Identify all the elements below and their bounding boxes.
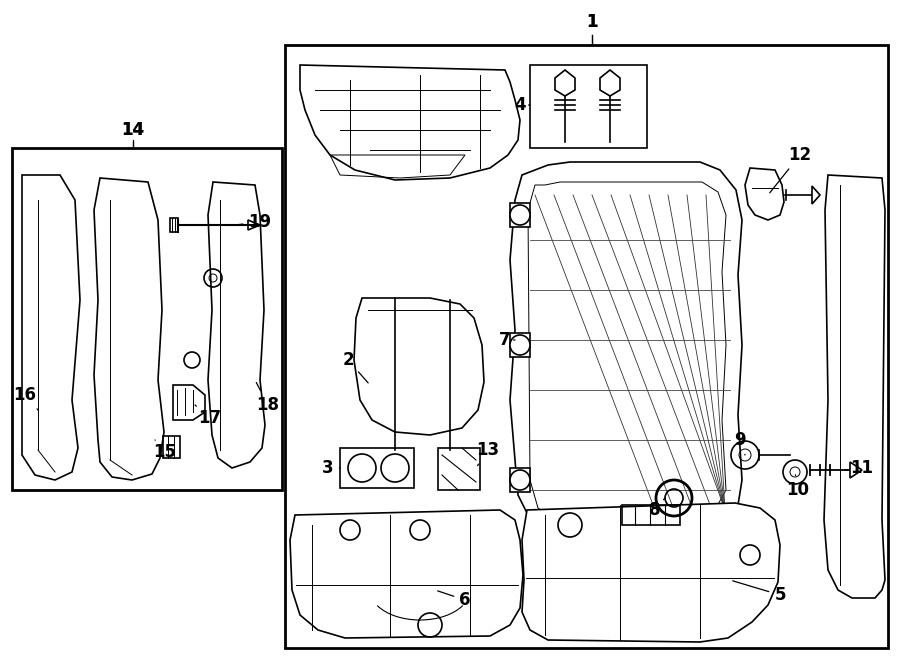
- Polygon shape: [510, 333, 530, 357]
- Bar: [285, 45, 888, 648]
- Text: 7: 7: [500, 331, 515, 349]
- Text: 10: 10: [787, 475, 809, 499]
- Text: 6: 6: [437, 591, 471, 609]
- Polygon shape: [510, 162, 742, 533]
- Text: 5: 5: [733, 581, 786, 604]
- Polygon shape: [510, 203, 530, 227]
- Bar: [12, 148, 282, 490]
- Text: 19: 19: [238, 213, 272, 231]
- Polygon shape: [824, 175, 885, 598]
- Text: 12: 12: [770, 146, 812, 193]
- Text: 3: 3: [322, 459, 340, 477]
- Text: 8: 8: [649, 498, 665, 519]
- Polygon shape: [522, 503, 780, 642]
- Circle shape: [510, 470, 530, 490]
- Text: 15: 15: [154, 440, 176, 461]
- Text: 18: 18: [256, 383, 280, 414]
- Text: 11: 11: [845, 459, 874, 477]
- Polygon shape: [555, 70, 575, 96]
- Text: 1: 1: [586, 13, 598, 31]
- Polygon shape: [354, 298, 484, 435]
- Text: 14: 14: [122, 121, 145, 139]
- Polygon shape: [850, 462, 862, 478]
- Polygon shape: [510, 468, 530, 492]
- Text: 13: 13: [476, 441, 500, 466]
- Circle shape: [510, 205, 530, 225]
- Text: 4: 4: [514, 96, 530, 114]
- Text: 2: 2: [342, 351, 368, 383]
- Polygon shape: [290, 510, 523, 638]
- Text: 14: 14: [122, 121, 145, 139]
- Text: 17: 17: [195, 405, 221, 427]
- Circle shape: [510, 335, 530, 355]
- Polygon shape: [745, 168, 784, 220]
- Polygon shape: [812, 186, 820, 204]
- Polygon shape: [600, 70, 620, 96]
- Text: 1: 1: [586, 13, 598, 31]
- Text: 9: 9: [734, 431, 746, 455]
- Text: 16: 16: [14, 386, 38, 410]
